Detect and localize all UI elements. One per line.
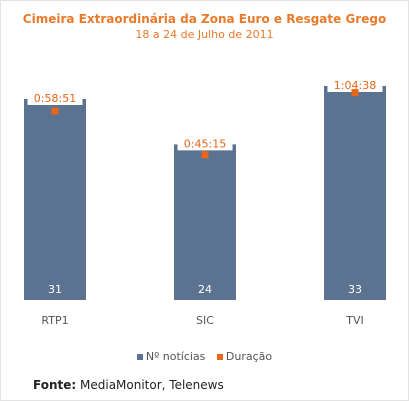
legend-item-bars: Nº notícias <box>136 350 206 363</box>
bar-rtp1 <box>24 98 86 300</box>
legend-item-markers: Duração <box>216 350 273 363</box>
bar-value-label: 31 <box>48 283 62 296</box>
source-text: MediaMonitor, Telenews <box>80 378 224 392</box>
bar-sic <box>174 144 236 300</box>
duration-marker <box>51 107 59 115</box>
source-label: Fonte: <box>33 378 77 392</box>
legend-swatch-bars <box>136 354 143 360</box>
x-tick-label: SIC <box>196 314 214 327</box>
legend-label-markers: Duração <box>225 350 273 363</box>
bar-value-label: 24 <box>198 283 212 296</box>
chart-title: Cimeira Extraordinária da Zona Euro e Re… <box>22 12 387 26</box>
bar-tvi <box>324 86 386 300</box>
legend-label-bars: Nº notícias <box>145 350 206 363</box>
duration-label: 0:45:15 <box>184 137 226 150</box>
duration-label: 0:58:51 <box>34 92 76 105</box>
source-note: Fonte: MediaMonitor, Telenews <box>33 378 224 392</box>
chart-legend: Nº notícias Duração <box>0 350 409 363</box>
bar-value-label: 33 <box>348 283 362 296</box>
duration-label-bg <box>27 89 83 105</box>
x-tick-label: TVI <box>345 314 364 327</box>
chart-subtitle: 18 a 24 de Julho de 2011 <box>135 28 274 41</box>
duration-marker <box>351 89 359 97</box>
duration-label: 1:04:38 <box>334 79 376 92</box>
duration-marker <box>201 151 209 159</box>
duration-label-bg <box>177 135 233 151</box>
x-tick-label: RTP1 <box>41 314 68 327</box>
duration-label-bg <box>327 77 383 92</box>
legend-swatch-markers <box>216 354 223 360</box>
